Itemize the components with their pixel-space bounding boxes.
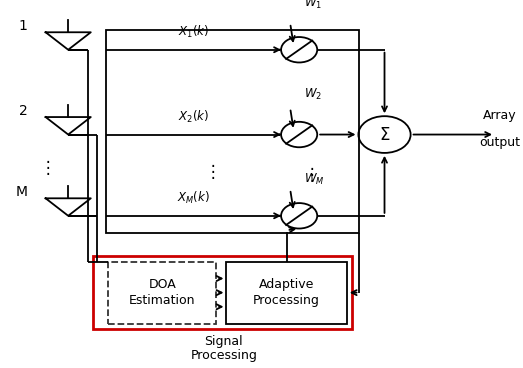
Text: ⋮: ⋮ [204,163,221,181]
Text: $W_1$: $W_1$ [304,0,322,11]
Text: M: M [16,185,28,199]
Text: $\Sigma$: $\Sigma$ [379,125,390,144]
Bar [226,262,347,323]
Text: 1: 1 [19,19,27,33]
Text: output: output [480,136,520,149]
Bar [93,256,352,329]
Text: Array: Array [483,109,517,122]
Text: Processing: Processing [190,349,257,362]
Bar [106,30,359,233]
Text: ⋮: ⋮ [303,166,320,184]
Text: Processing: Processing [253,294,320,307]
Text: Estimation: Estimation [129,294,196,307]
Text: $X_1(k)$: $X_1(k)$ [178,24,209,40]
Text: 2: 2 [19,104,27,118]
Text: $W_M$: $W_M$ [304,172,325,187]
Text: Signal: Signal [204,335,243,348]
Text: Adaptive: Adaptive [259,278,314,291]
Text: $W_2$: $W_2$ [304,87,322,102]
Text: $X_M(k)$: $X_M(k)$ [177,190,210,206]
Bar [108,262,217,323]
Text: $X_2(k)$: $X_2(k)$ [178,109,209,125]
Text: DOA: DOA [149,278,176,291]
Text: ⋮: ⋮ [40,159,56,177]
